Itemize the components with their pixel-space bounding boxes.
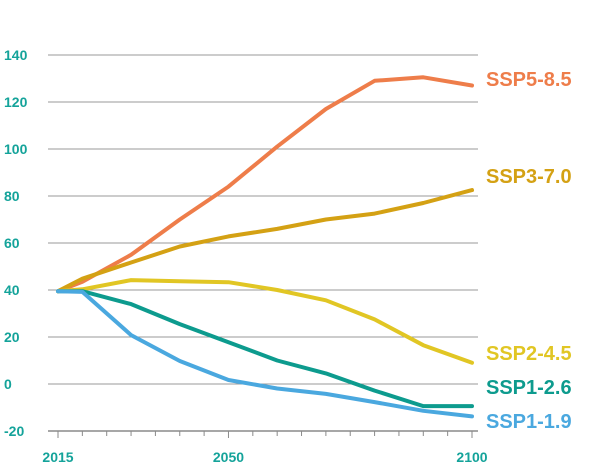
- y-tick-label: 140: [4, 47, 28, 63]
- y-tick-label: 40: [4, 282, 20, 298]
- x-tick-label: 2015: [42, 449, 73, 465]
- y-tick-label: 0: [4, 376, 12, 392]
- grid-lines: [48, 54, 478, 385]
- series-line-ssp5-8-5: [56, 75, 474, 294]
- series-lines: [56, 75, 474, 419]
- series-label-ssp3-7-0: SSP3-7.0: [486, 166, 572, 188]
- series-line-ssp1-1-9: [56, 289, 474, 419]
- series-label-ssp2-4-5: SSP2-4.5: [486, 343, 572, 365]
- series-line-ssp3-7-0: [56, 188, 474, 294]
- x-tick-label: 2050: [213, 449, 244, 465]
- x-tick-label: 2100: [456, 449, 487, 465]
- series-labels: SSP5-8.5 SSP3-7.0 SSP2-4.5 SSP1-2.6 SSP1-1.9: [486, 69, 572, 433]
- series-label-ssp1-1-9: SSP1-1.9: [486, 411, 572, 433]
- y-tick-label: 120: [4, 94, 28, 110]
- series-label-ssp5-8-5: SSP5-8.5: [486, 69, 572, 91]
- x-axis: [48, 430, 478, 438]
- y-tick-labels: -20 0 20 40 60 80 100 120 140: [4, 47, 28, 439]
- y-tick-label: 80: [4, 188, 20, 204]
- series-line-ssp1-2-6: [56, 289, 474, 409]
- series-label-ssp1-2-6: SSP1-2.6: [486, 377, 572, 399]
- y-tick-label: 20: [4, 329, 20, 345]
- y-tick-label: -20: [4, 423, 24, 439]
- y-tick-label: 60: [4, 235, 20, 251]
- series-line-ssp2-4-5: [56, 278, 474, 365]
- y-tick-label: 100: [4, 141, 28, 157]
- x-tick-labels: 2015 2050 2100: [42, 449, 487, 465]
